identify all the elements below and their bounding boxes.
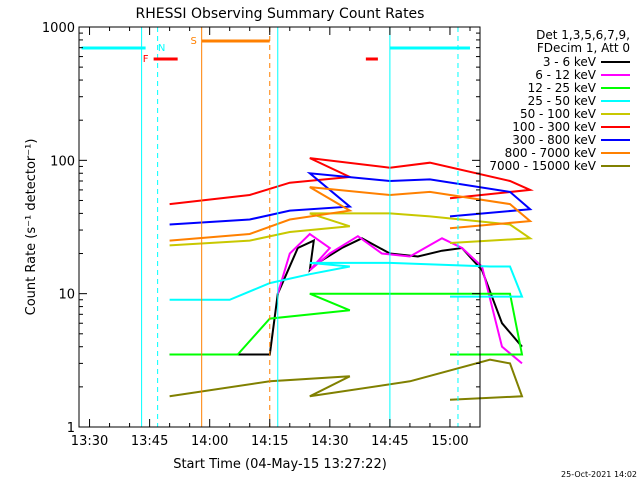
- x-tick-label: 13:30: [71, 434, 108, 449]
- legend-entry-label: 300 - 800 keV: [512, 133, 596, 147]
- timestamp: 25-Oct-2021 14:02: [561, 470, 637, 479]
- series-line-6: [169, 171, 533, 226]
- plot-frame: [78, 26, 481, 428]
- series-line-8: [169, 358, 524, 401]
- legend-entry-label: 12 - 25 keV: [528, 81, 597, 95]
- axis-layer: 13:30 13:45 14:00 14:15 14:30 14:45 15:00 1 10 10…: [42, 21, 480, 449]
- x-tick-label: 13:45: [131, 434, 168, 449]
- y-tick-label: 100: [50, 154, 75, 169]
- y-tick-label: 10: [58, 288, 75, 303]
- legend: Det 1,3,5,6,7,9,FDecim 1, Att 03 - 6 keV…: [489, 28, 630, 173]
- instrument-state-layer: N S F: [81, 27, 470, 427]
- x-axis-label: Start Time (04-May-15 13:27:22): [173, 457, 387, 472]
- legend-entry-label: 3 - 6 keV: [543, 55, 597, 69]
- x-tick-label: 14:00: [191, 434, 228, 449]
- x-tick-label: 14:45: [371, 434, 408, 449]
- x-tick-label: 14:15: [251, 434, 288, 449]
- legend-entry-label: 7000 - 15000 keV: [489, 159, 596, 173]
- x-tick-label: 15:00: [431, 434, 468, 449]
- series-line-1: [276, 232, 523, 365]
- series-line-3: [169, 261, 524, 301]
- y-tick-label: 1000: [42, 21, 75, 36]
- series-line-2: [169, 292, 524, 356]
- legend-header: Det 1,3,5,6,7,9,: [536, 28, 630, 42]
- y-tick-label: 1: [67, 421, 75, 436]
- chart-title: RHESSI Observing Summary Count Rates: [136, 6, 425, 22]
- legend-entry-label: 800 - 7000 keV: [505, 146, 597, 160]
- flag-label: S: [190, 36, 196, 47]
- legend-entry-label: 100 - 300 keV: [512, 120, 596, 134]
- series-line-5: [169, 157, 534, 206]
- legend-entry-label: 50 - 100 keV: [520, 107, 597, 121]
- legend-entry-label: 25 - 50 keV: [528, 94, 597, 108]
- y-axis-label: Count Rate (s⁻¹ detector⁻¹): [24, 139, 39, 316]
- x-tick-label: 14:30: [311, 434, 348, 449]
- legend-entry-label: 6 - 12 keV: [535, 68, 597, 82]
- legend-header: FDecim 1, Att 0: [537, 41, 630, 55]
- flag-label: N: [158, 43, 165, 54]
- series-line-0: [169, 237, 523, 356]
- flag-label: F: [143, 54, 149, 65]
